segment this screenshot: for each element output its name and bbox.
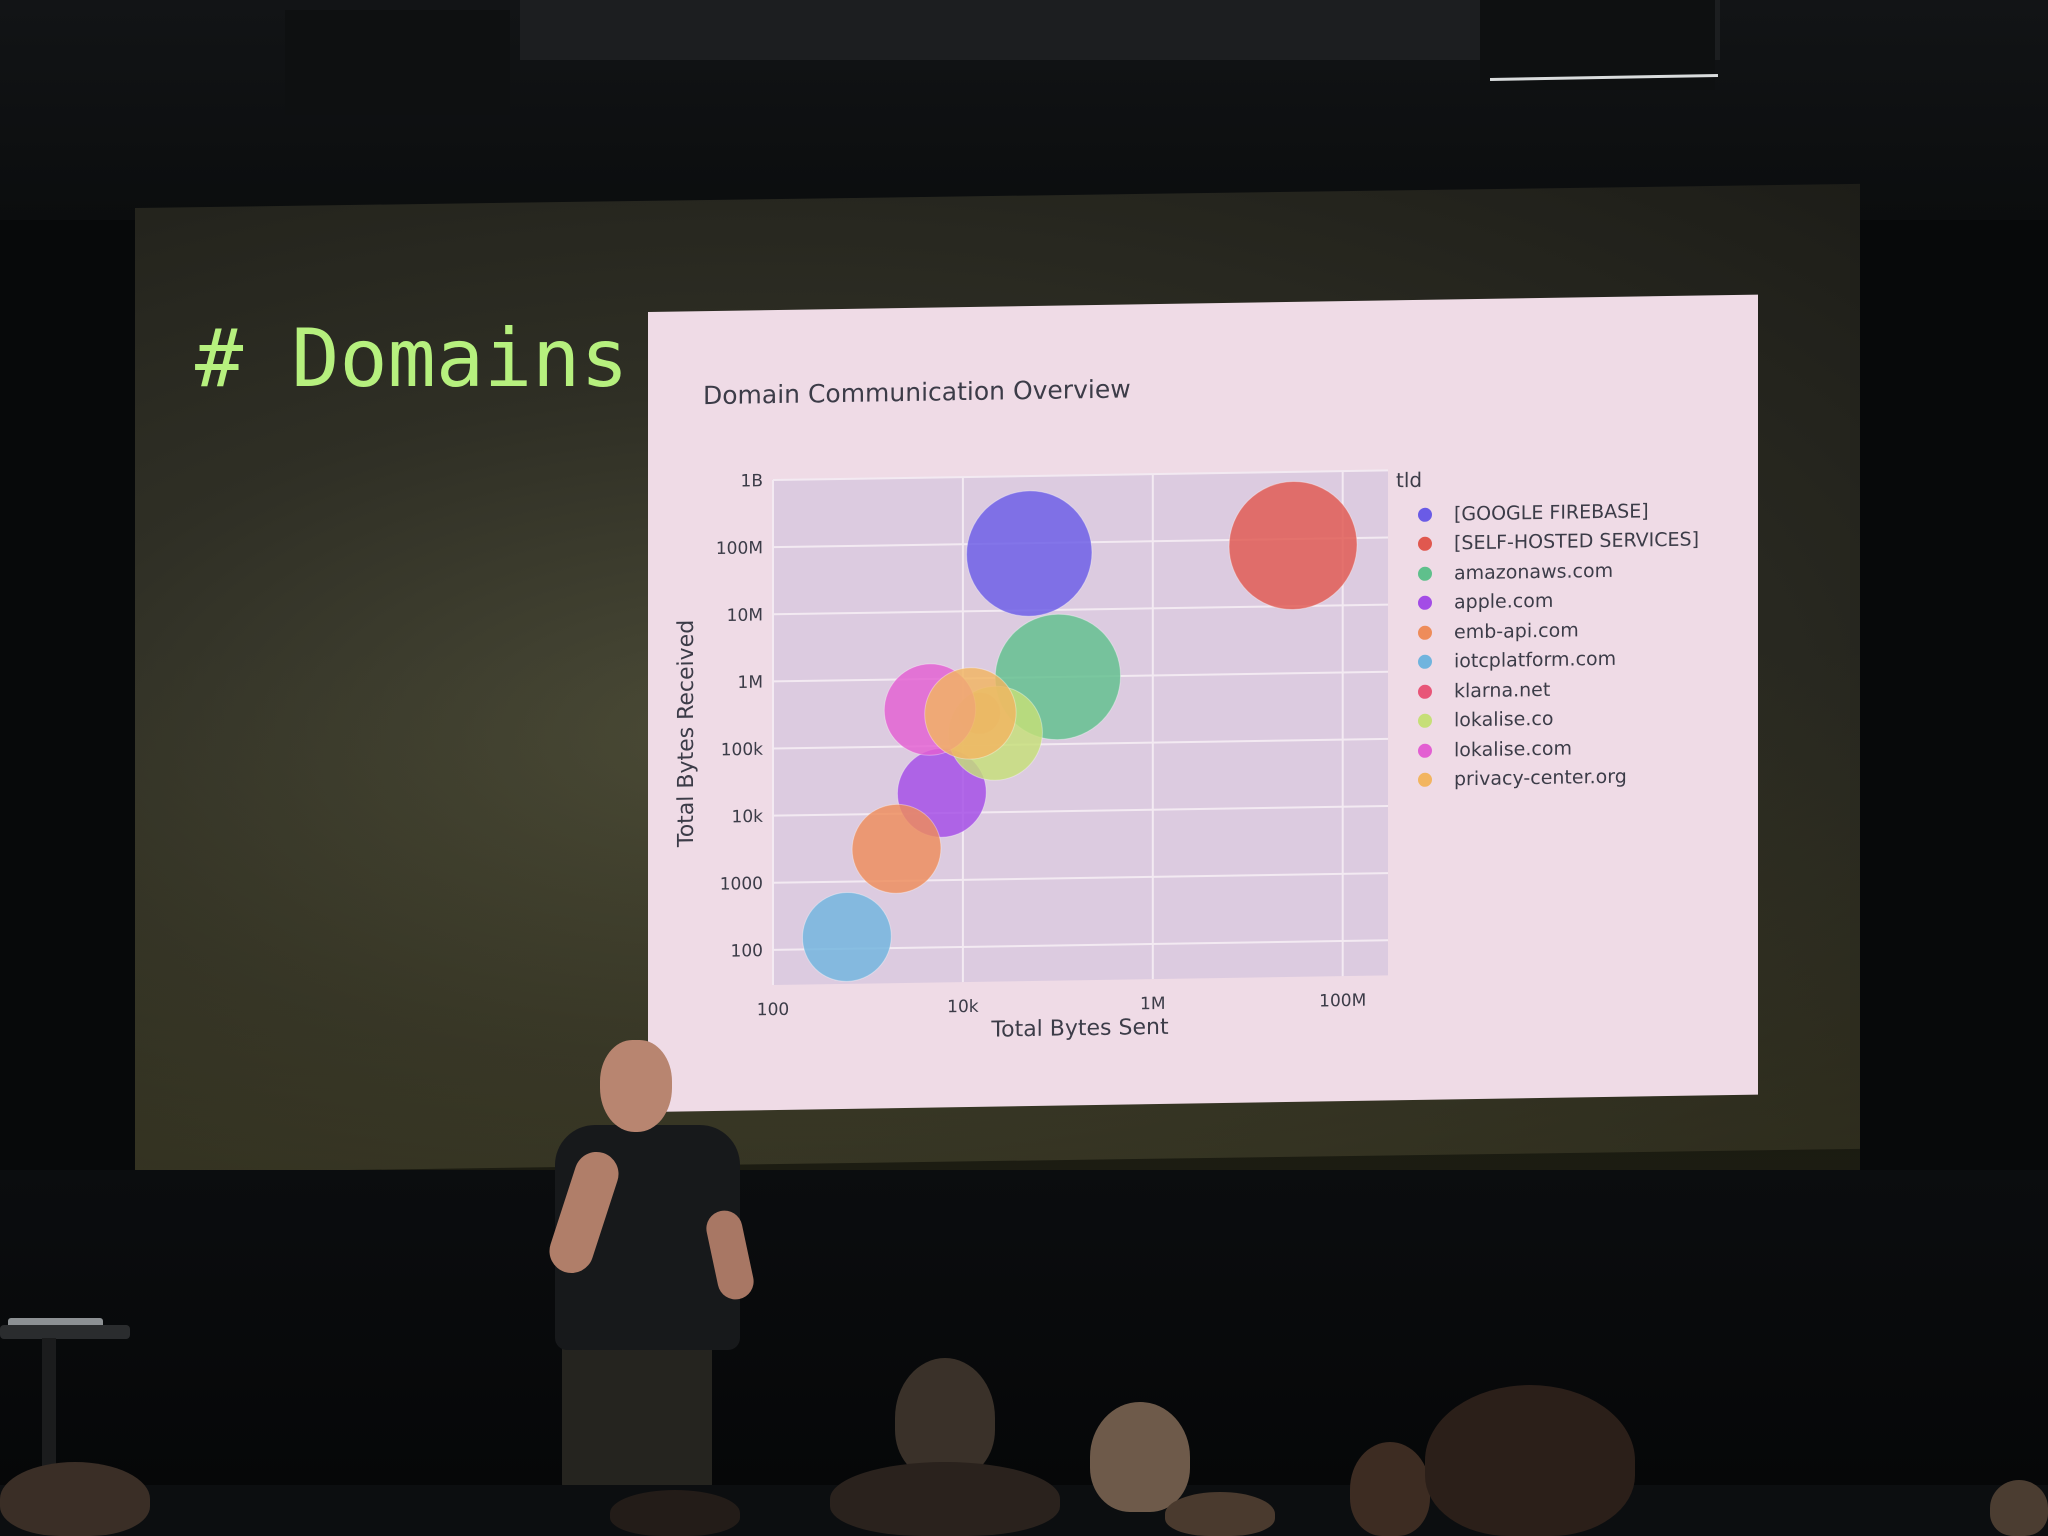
legend-label: iotcplatform.com [1454, 648, 1617, 673]
audience-head [1990, 1480, 2048, 1536]
y-tick-label: 100k [721, 740, 763, 761]
y-tick-label: 1M [738, 673, 763, 693]
legend-item[interactable]: klarna.net [1396, 672, 1699, 706]
audience-head [1090, 1402, 1190, 1512]
x-tick-label: 100 [757, 1000, 789, 1021]
legend-marker [1418, 654, 1432, 670]
legend-label: [SELF-HOSTED SERVICES] [1454, 528, 1700, 555]
y-tick-label: 10M [727, 605, 763, 626]
legend-item[interactable]: lokalise.com [1396, 731, 1699, 765]
presenter-legs [562, 1340, 712, 1490]
y-tick-label: 100 [731, 941, 763, 962]
bubble-iotcplatform-com [801, 892, 892, 982]
legend-marker [1418, 713, 1432, 729]
audience-head [895, 1358, 995, 1478]
y-axis-label: Total Bytes Received [674, 620, 699, 849]
legend-label: lokalise.com [1454, 737, 1572, 762]
bubbles [801, 480, 1358, 982]
legend-marker [1418, 684, 1432, 699]
chart-panel: 100 10k 1M 100M 100 1000 10k 100k 1M 10M 100M 1B To… [648, 294, 1758, 1112]
y-tick-label: 100M [716, 538, 763, 559]
bubble-google-firebase [966, 490, 1093, 617]
legend-label: klarna.net [1454, 678, 1551, 703]
legend-marker [1418, 595, 1432, 611]
y-grid-line [773, 737, 1388, 750]
legend-marker [1418, 566, 1432, 581]
audience-head [0, 1462, 150, 1536]
laptop [8, 1318, 103, 1328]
legend-title: tld [1396, 467, 1423, 493]
bubble-chart: 100 10k 1M 100M 100 1000 10k 100k 1M 10M 100M 1B To… [674, 469, 1388, 1043]
legend-label: [GOOGLE FIREBASE] [1454, 500, 1649, 526]
chart-legend: tld [GOOGLE FIREBASE] [SELF-HOSTED SERVIC… [1396, 463, 1699, 795]
legend-item[interactable]: iotcplatform.com [1396, 643, 1699, 677]
legend-label: amazonaws.com [1454, 559, 1614, 585]
legend-marker [1418, 772, 1432, 788]
audience-head [1425, 1385, 1635, 1536]
lectern-post [42, 1338, 56, 1468]
legend-item[interactable]: [SELF-HOSTED SERVICES] [1396, 525, 1699, 559]
slide-heading: # Domains [195, 312, 629, 405]
legend-item[interactable]: apple.com [1396, 584, 1699, 618]
legend-marker [1418, 625, 1432, 640]
x-tick-label: 10k [947, 997, 979, 1017]
lectern-top [0, 1325, 130, 1339]
x-axis-label: Total Bytes Sent [990, 1015, 1169, 1043]
legend-item[interactable]: emb-api.com [1396, 613, 1699, 647]
legend-label: lokalise.co [1454, 708, 1554, 732]
x-tick-label: 1M [1140, 994, 1165, 1014]
y-tick-label: 1B [741, 471, 763, 491]
legend-label: privacy-center.org [1454, 765, 1627, 791]
bubble-privacy-center-org [924, 667, 1017, 760]
y-tick-label: 1000 [720, 874, 763, 895]
legend-items: [GOOGLE FIREBASE] [SELF-HOSTED SERVICES] a… [1396, 495, 1699, 795]
legend-marker [1418, 743, 1432, 758]
audience-head [830, 1462, 1060, 1536]
legend-item[interactable]: [GOOGLE FIREBASE] [1396, 495, 1699, 529]
legend-label: apple.com [1454, 590, 1554, 614]
legend-marker [1418, 507, 1432, 522]
legend-item[interactable]: privacy-center.org [1396, 761, 1699, 795]
x-tick-label: 100M [1319, 991, 1366, 1012]
audience-head [610, 1490, 740, 1536]
bubble-self-hosted-services [1228, 480, 1358, 611]
y-tick-label: 10k [732, 807, 764, 827]
legend-label: emb-api.com [1454, 619, 1579, 644]
audience-head [1165, 1492, 1275, 1536]
bubble-emb-api-com [851, 803, 942, 894]
tick-labels: 100 10k 1M 100M 100 1000 10k 100k 1M 10M 100M 1B [716, 471, 1366, 1021]
legend-item[interactable]: lokalise.co [1396, 702, 1699, 736]
legend-marker [1418, 536, 1432, 552]
legend-item[interactable]: amazonaws.com [1396, 554, 1699, 588]
y-grid-line [773, 469, 1388, 482]
audience-head [1350, 1442, 1430, 1536]
ceiling-speaker-left [285, 10, 510, 115]
presenter-head [600, 1040, 672, 1132]
